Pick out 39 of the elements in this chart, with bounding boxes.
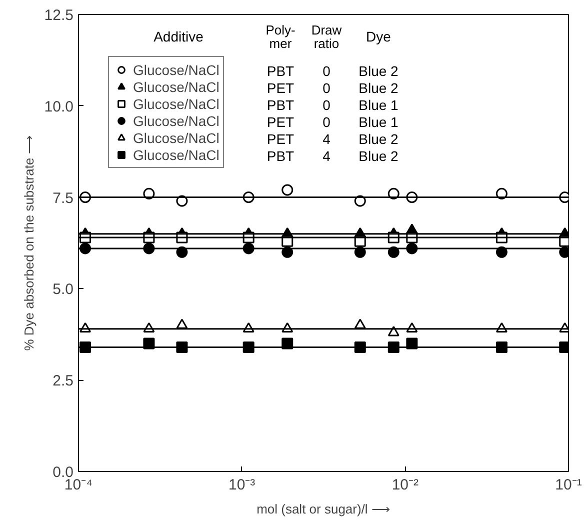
annotation: Poly- mer	[266, 22, 296, 51]
y-axis-title: % Dye absorbed on the substrate ⟶	[21, 135, 36, 351]
y-tick-label: 10.0	[44, 98, 74, 116]
annotation: PET	[266, 80, 295, 96]
x-tick-label: 10⁻¹	[555, 476, 582, 494]
annotation: Blue 1	[358, 114, 399, 130]
annotation: Blue 2	[358, 80, 399, 96]
legend-label: Glucose/NaCl	[133, 129, 220, 146]
annotation: 4	[322, 131, 331, 147]
annotation: Blue 2	[358, 148, 399, 164]
annotation: PBT	[266, 148, 295, 164]
annotation: PBT	[266, 97, 295, 113]
annotation: PET	[266, 114, 295, 130]
legend-label: Glucose/NaCl	[133, 78, 220, 95]
annotation: 0	[322, 80, 331, 96]
annotation: 4	[322, 148, 331, 164]
annotation: PBT	[266, 63, 295, 79]
legend-label: Glucose/NaCl	[133, 95, 220, 112]
annotation: Blue 1	[358, 97, 399, 113]
annotation: Blue 2	[358, 63, 399, 79]
annotation: Blue 2	[358, 131, 399, 147]
legend-title: Additive	[154, 28, 204, 44]
x-tick-label: 10⁻⁴	[64, 476, 93, 494]
annotation: Dye	[366, 28, 392, 44]
y-tick-label: 5.0	[52, 281, 74, 298]
y-tick-label: 2.5	[52, 372, 74, 390]
annotation: 0	[322, 114, 331, 130]
y-tick-label: 12.5	[44, 7, 74, 24]
legend-label: Glucose/NaCl	[133, 112, 220, 129]
x-tick-label: 10⁻³	[228, 476, 256, 494]
annotation: 0	[322, 63, 331, 79]
annotation: PET	[266, 131, 295, 147]
x-axis-title: mol (salt or sugar)/l ⟶	[256, 502, 390, 516]
annotation: Draw ratio	[311, 22, 342, 51]
legend-label: Glucose/NaCl	[133, 146, 220, 163]
y-tick-label: 7.5	[52, 190, 74, 207]
legend-label: Glucose/NaCl	[133, 61, 220, 78]
annotation: 0	[322, 97, 331, 113]
x-tick-label: 10⁻²	[392, 476, 419, 494]
